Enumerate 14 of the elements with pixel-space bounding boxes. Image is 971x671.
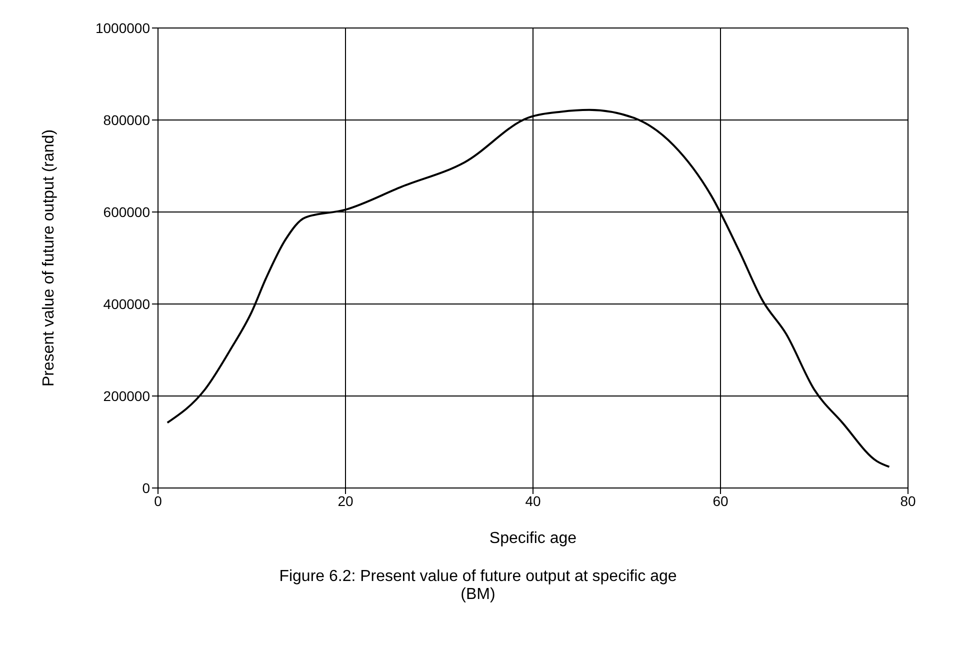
x-tick-label: 60 xyxy=(712,492,728,509)
y-tick-label: 1000000 xyxy=(95,20,150,36)
y-tick-label: 600000 xyxy=(103,204,150,220)
y-tick-label: 200000 xyxy=(103,388,150,404)
caption: Figure 6.2: Present value of future output at specific age (BM) xyxy=(278,568,678,604)
y-tick-label: 400000 xyxy=(103,296,150,312)
y-tick-label: 800000 xyxy=(103,112,150,128)
x-axis-title: Specific age xyxy=(489,530,577,547)
x-tick-label: 0 xyxy=(154,492,162,509)
x-tick-label: 20 xyxy=(338,492,354,509)
y-tick-label: 0 xyxy=(142,480,150,496)
x-tick-label: 80 xyxy=(900,492,916,509)
y-axis-title: Present value of future output (rand) xyxy=(40,129,58,387)
x-tick-label: 40 xyxy=(525,492,541,509)
